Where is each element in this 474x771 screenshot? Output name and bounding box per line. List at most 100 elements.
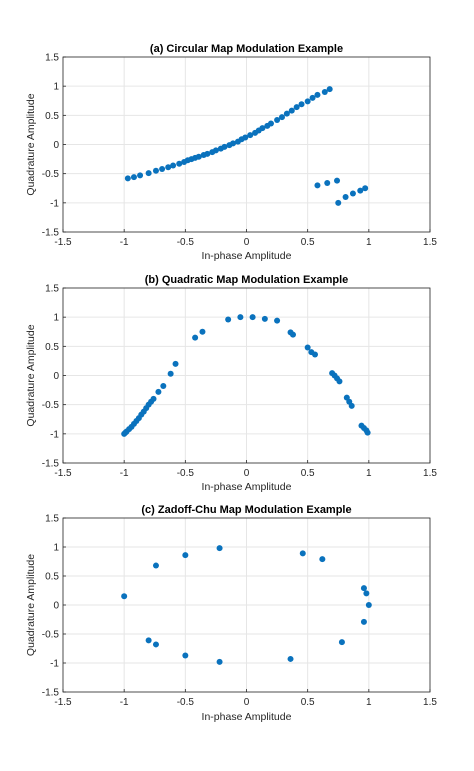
y-tick-label: 1.5	[45, 53, 59, 64]
y-tick-labels: -1.5 -1 -0.5 0 0.5 1 1.5	[42, 284, 66, 470]
data-point	[324, 180, 331, 186]
data-point	[155, 388, 162, 395]
data-point	[304, 344, 311, 351]
data-point	[247, 132, 254, 139]
y-axis-label: Quadrature Amplitude	[25, 93, 37, 195]
x-tick-label: -0.5	[177, 697, 195, 708]
data-point	[216, 658, 223, 665]
data-point	[249, 314, 256, 321]
data-point	[334, 177, 341, 184]
data-point	[242, 134, 249, 141]
data-point	[289, 331, 296, 338]
data-point	[360, 585, 367, 592]
data-point	[338, 639, 345, 646]
x-tick-label: 1.5	[423, 468, 437, 479]
data-point	[170, 162, 177, 169]
x-tick-label: 1.5	[423, 237, 437, 248]
panel-a: -1.5 -1 -0.5 0 0.5 1 1.5 -1.5 -1 -0.5 0 0.5 1 1.5 (a…	[25, 43, 437, 262]
x-tick-label: 1.5	[423, 697, 437, 708]
data-point	[212, 147, 219, 154]
data-point	[304, 98, 311, 105]
data-point	[199, 328, 206, 335]
y-axis-label: Quadrature Amplitude	[25, 554, 37, 656]
x-tick-label: -0.5	[177, 468, 195, 479]
x-tick-label: -1.5	[54, 237, 72, 248]
scatter-points	[121, 314, 371, 437]
data-point	[363, 590, 370, 597]
data-point	[321, 89, 328, 95]
y-tick-label: 0.5	[45, 111, 59, 122]
panel-c: -1.5 -1 -0.5 0 0.5 1 1.5 -1.5 -1 -0.5 0 0.5 1 1.5 (c…	[25, 504, 437, 723]
x-tick-labels: -1.5 -1 -0.5 0 0.5 1 1.5	[54, 229, 437, 248]
data-point	[278, 114, 285, 121]
y-tick-label: -0.5	[42, 169, 60, 180]
data-point	[287, 655, 294, 662]
y-tick-label: 1	[53, 543, 59, 554]
data-point	[283, 110, 290, 117]
data-point	[259, 125, 266, 132]
y-tick-label: 0.5	[45, 342, 59, 353]
y-tick-label: -1.5	[42, 228, 60, 239]
data-point	[124, 175, 131, 182]
x-tick-label: 1	[366, 697, 372, 708]
data-point	[364, 429, 371, 436]
data-point	[365, 602, 372, 608]
data-point	[225, 316, 232, 323]
x-axis-label: In-phase Amplitude	[202, 481, 292, 493]
x-tick-label: 0.5	[301, 237, 315, 248]
data-point	[299, 550, 306, 557]
data-point	[261, 315, 268, 322]
data-point	[182, 652, 189, 659]
y-tick-label: -1.5	[42, 688, 60, 699]
data-point	[176, 160, 183, 167]
data-point	[314, 182, 321, 189]
data-point	[274, 117, 281, 123]
y-tick-label: 0	[53, 371, 59, 382]
data-point	[165, 164, 172, 171]
x-tick-label: 0	[244, 237, 250, 248]
data-point	[137, 172, 144, 179]
data-point	[293, 104, 300, 111]
data-point	[348, 402, 355, 409]
y-tick-label: 1	[53, 82, 59, 93]
data-point	[237, 314, 244, 321]
data-point	[267, 120, 274, 127]
data-point	[335, 199, 342, 206]
data-point	[357, 187, 364, 194]
data-point	[182, 552, 189, 559]
data-point	[309, 94, 316, 101]
x-axis-label: In-phase Amplitude	[202, 711, 292, 723]
data-point	[274, 317, 281, 324]
data-point	[221, 143, 228, 150]
data-point	[145, 170, 152, 177]
y-tick-label: -1.5	[42, 459, 60, 470]
y-tick-label: 0	[53, 601, 59, 612]
data-point	[152, 167, 159, 174]
data-point	[288, 107, 295, 114]
data-point	[230, 140, 237, 147]
data-point	[204, 150, 211, 157]
data-point	[336, 378, 343, 385]
data-point	[312, 351, 319, 358]
x-tick-label: 1	[366, 237, 372, 248]
y-tick-label: 0	[53, 140, 59, 151]
data-point	[159, 166, 166, 172]
data-point	[195, 153, 202, 160]
chart-title: (c) Zadoff-Chu Map Modulation Example	[141, 504, 351, 516]
chart-title: (a) Circular Map Modulation Example	[150, 43, 343, 55]
data-point	[314, 91, 321, 98]
x-tick-labels: -1.5 -1 -0.5 0 0.5 1 1.5	[54, 460, 437, 479]
data-point	[342, 194, 349, 200]
y-tick-label: 1	[53, 313, 59, 324]
data-point	[167, 370, 174, 377]
x-tick-label: -0.5	[177, 237, 195, 248]
y-tick-label: -0.5	[42, 630, 60, 641]
x-tick-labels: -1.5 -1 -0.5 0 0.5 1 1.5	[54, 689, 437, 708]
data-point	[145, 637, 152, 644]
data-point	[152, 641, 159, 648]
data-point	[130, 174, 137, 181]
y-tick-labels: -1.5 -1 -0.5 0 0.5 1 1.5	[42, 514, 66, 699]
data-point	[152, 562, 159, 569]
x-axis-label: In-phase Amplitude	[202, 250, 292, 262]
y-tick-label: -1	[50, 429, 59, 440]
